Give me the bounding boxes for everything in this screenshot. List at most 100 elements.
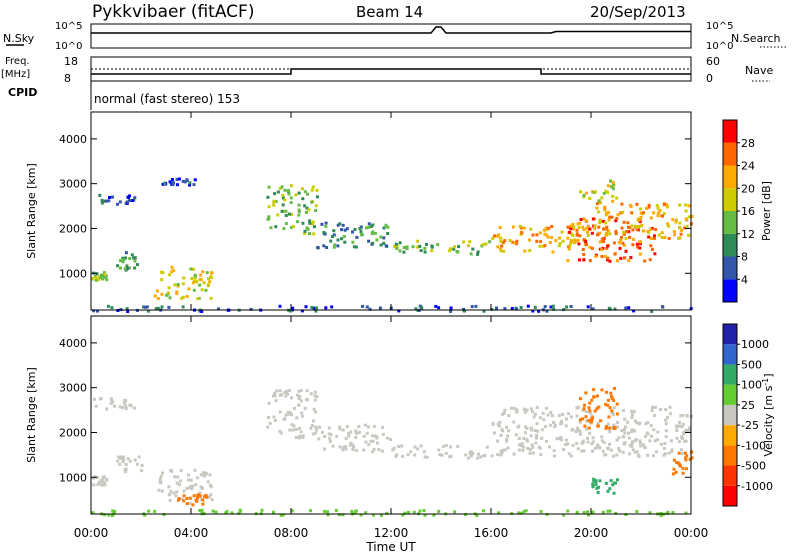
colorbar-segment [723,425,737,446]
echo-cell [272,203,276,207]
echo-cell [279,431,283,435]
echo-cell [574,430,578,434]
echo-cell [395,247,399,250]
echo-cell [352,245,356,249]
echo-cell [613,252,617,256]
colorbar-tick-label: 500 [741,358,762,371]
echo-cell [175,481,179,485]
echo-cell [490,307,494,311]
echo-cell [117,455,121,459]
echo-cell [391,448,395,452]
echo-cell [595,206,599,210]
echo-cell [576,447,580,451]
echo-cell [267,205,271,209]
echo-cell [324,224,328,228]
echo-cell [286,411,290,415]
echo-cell [269,226,273,230]
echo-cell [668,412,672,416]
echo-cell [606,229,610,233]
echo-cell [91,511,95,515]
echo-cell [538,446,542,450]
velocity-colorbar: 1000 500 100 25 -25 -100 -500 -1000 [722,323,773,507]
echo-cell [585,219,589,223]
echo-cell [113,510,117,513]
echo-cell [412,510,416,514]
echo-cell [119,266,122,270]
echo-cell [310,222,314,226]
echo-cell [594,190,597,194]
echo-cell [581,225,585,229]
echo-cell [655,204,659,208]
echo-cell [544,406,548,410]
echo-cell [314,306,318,310]
echo-cell [347,434,351,438]
echo-cell [675,425,679,429]
echo-cell [652,211,656,215]
echo-cell [437,509,441,513]
echo-cell [401,513,405,517]
echo-cell [670,450,673,453]
echo-cell [596,394,599,398]
echo-cell [685,454,689,458]
echo-cell [133,256,137,260]
echo-cell [502,249,506,253]
echo-cell [382,236,386,240]
echo-cell [296,393,299,397]
echo-cell [684,456,687,460]
echo-cell [519,511,523,515]
echo-cell [667,451,671,455]
echo-cell [128,194,131,198]
echo-cell [484,242,488,246]
echo-cell [592,395,596,399]
echo-cell [481,509,485,513]
colorbar-tick-label: 16 [741,205,755,218]
echo-cell [100,201,104,205]
echo-cell [535,422,539,426]
echo-cell [350,509,354,513]
echo-cell [666,222,670,226]
echo-cell [280,209,284,213]
echo-cell [598,231,602,235]
echo-cell [469,252,473,256]
echo-cell [667,224,671,228]
echo-cell [618,246,622,250]
echo-cell [547,226,551,230]
echo-cell [688,215,692,219]
echo-cell [501,412,504,416]
echo-cell [171,183,175,187]
echo-cell [161,182,165,186]
echo-cell [288,309,292,313]
echo-cell [423,250,427,254]
echo-cell [362,434,366,438]
echo-cell [175,183,179,187]
echo-cell [578,234,582,238]
echo-cell [679,232,683,236]
echo-cell [590,398,594,402]
echo-cell [180,497,184,501]
echo-cell [476,252,480,256]
echo-cell [522,407,526,411]
echo-cell [663,236,667,239]
echo-cell [289,396,293,400]
echo-cell [287,389,291,392]
echo-cell [490,454,494,458]
echo-cell [665,205,669,209]
echo-cell [200,485,204,489]
echo-cell [123,398,126,402]
echo-cell [586,436,589,440]
echo-cell [621,230,625,234]
echo-cell [342,446,346,450]
echo-cell [567,412,570,416]
echo-cell [642,445,646,449]
echo-cell [425,243,428,246]
echo-cell [638,242,642,246]
echo-cell [284,214,288,217]
echo-cell [116,459,120,463]
echo-cell [511,240,515,244]
echo-cell [678,226,682,230]
echo-cell [444,444,448,447]
echo-cell [587,419,591,423]
echo-cell [569,305,573,308]
velocity-y-axis: 1000 2000 3000 4000 [59,337,691,484]
echo-cell [334,508,338,512]
